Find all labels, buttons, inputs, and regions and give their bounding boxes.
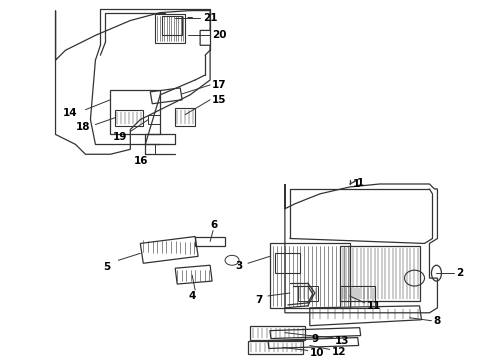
Text: 7: 7: [255, 295, 262, 305]
Bar: [110, 90, 160, 134]
Text: 1: 1: [357, 178, 364, 188]
Bar: [155, 14, 185, 43]
Bar: [298, 286, 318, 301]
Text: 3: 3: [235, 261, 242, 271]
Text: 2: 2: [456, 268, 464, 278]
Text: 16: 16: [133, 156, 148, 166]
Text: 15: 15: [212, 95, 226, 105]
Bar: [162, 15, 182, 35]
Text: 20: 20: [212, 30, 226, 40]
Text: 12: 12: [332, 347, 346, 357]
Text: 11: 11: [367, 301, 381, 311]
Bar: [275, 253, 300, 273]
Text: 21: 21: [203, 13, 218, 23]
Text: 18: 18: [75, 122, 90, 131]
Text: 5: 5: [103, 262, 111, 272]
Bar: [340, 286, 375, 308]
Text: 10: 10: [310, 348, 324, 359]
Text: 8: 8: [434, 316, 441, 326]
Bar: [115, 110, 143, 126]
Text: 19: 19: [112, 132, 127, 143]
Text: 14: 14: [63, 108, 77, 118]
Bar: [270, 243, 350, 308]
Text: 4: 4: [188, 291, 196, 301]
Bar: [248, 341, 303, 354]
Text: 1: 1: [353, 179, 360, 189]
Bar: [175, 108, 195, 126]
Text: 17: 17: [212, 80, 227, 90]
Bar: [250, 326, 305, 339]
Text: 6: 6: [210, 220, 218, 230]
Text: 13: 13: [335, 336, 349, 346]
Text: 9: 9: [312, 334, 319, 343]
Bar: [148, 114, 160, 123]
Bar: [340, 246, 419, 301]
